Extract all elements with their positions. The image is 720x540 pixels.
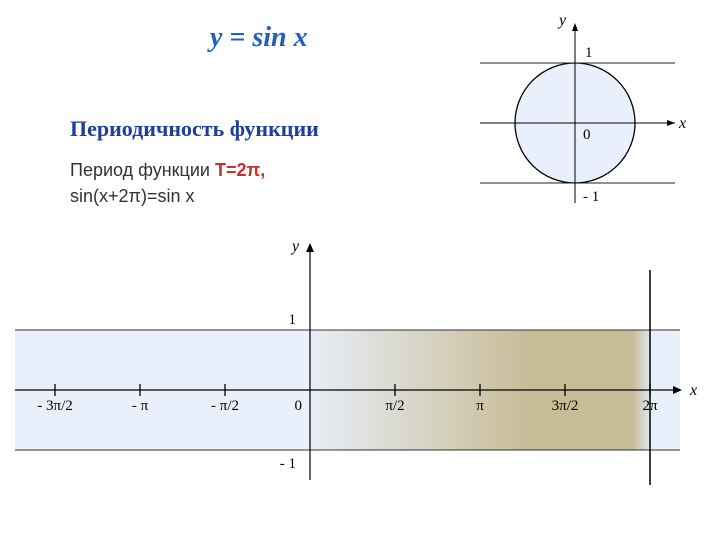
xtick-pi: π [476,398,484,414]
period-highlight: Т=2π, [215,160,265,180]
sinusoid-axes-diagram: x y - 3π/2 - π - π/2 0 π/2 π 3π/2 2π 1 - 1 [0,240,720,500]
ytick-negone: - 1 [280,456,296,472]
page-title: y = sin x [210,22,308,54]
body-text-identity: sin(x+2π)=sin x [70,186,194,207]
one-label: 1 [585,45,593,61]
slide-root: y = sin x Периодичность функции Период ф… [0,0,720,540]
xtick-p3pi2: 3π/2 [552,398,579,414]
y-axis-label: y [290,238,300,255]
xtick-neg3pi2: - 3π/2 [37,398,73,414]
y-axis-label: y [557,12,567,29]
body-text-period: Период функции Т=2π, [70,160,265,181]
x-axis-label: x [678,115,686,132]
xtick-pi2: π/2 [385,398,404,414]
section-heading: Периодичность функции [70,116,319,142]
xtick-zero: 0 [295,398,303,414]
unit-circle-diagram: y x 0 1 - 1 [475,15,690,215]
neg-one-label: - 1 [583,189,599,205]
xtick-negpi2: - π/2 [211,398,239,414]
x-axis-label: x [689,382,697,399]
body-text-prefix: Период функции [70,160,215,180]
xtick-negpi: - π [132,398,149,414]
ytick-one: 1 [289,312,297,328]
origin-label: 0 [583,127,591,143]
xtick-p2pi: 2π [642,398,658,414]
